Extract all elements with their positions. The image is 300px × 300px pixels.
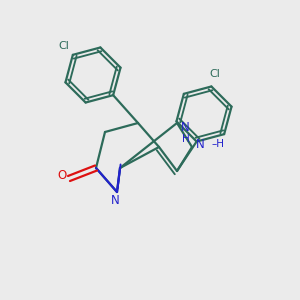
Text: N: N <box>181 121 190 134</box>
Text: O: O <box>58 169 67 182</box>
Text: Cl: Cl <box>58 41 69 51</box>
Text: N: N <box>111 194 120 207</box>
Text: Cl: Cl <box>209 69 220 79</box>
Text: –H: –H <box>211 139 224 149</box>
Text: N: N <box>196 137 205 151</box>
Text: H: H <box>182 134 189 145</box>
